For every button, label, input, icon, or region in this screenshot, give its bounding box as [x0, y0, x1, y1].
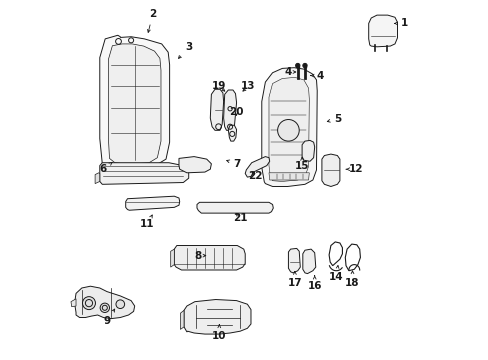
Text: 5: 5 [326, 114, 341, 124]
Text: 8: 8 [194, 251, 205, 261]
Polygon shape [268, 173, 309, 180]
Polygon shape [321, 154, 339, 186]
Text: 6: 6 [100, 162, 112, 174]
Polygon shape [228, 125, 236, 141]
Polygon shape [75, 286, 134, 319]
Polygon shape [100, 35, 169, 167]
Polygon shape [268, 77, 309, 181]
Text: 13: 13 [241, 81, 255, 91]
Polygon shape [180, 310, 183, 329]
Circle shape [302, 63, 306, 68]
Polygon shape [100, 163, 188, 184]
Polygon shape [174, 246, 244, 270]
Text: 11: 11 [140, 215, 154, 229]
Text: 4: 4 [310, 71, 323, 81]
Polygon shape [261, 68, 317, 186]
Polygon shape [71, 299, 76, 307]
Text: 15: 15 [294, 157, 309, 171]
Text: 10: 10 [212, 325, 226, 341]
Circle shape [295, 63, 299, 68]
Text: 17: 17 [287, 271, 302, 288]
Text: 3: 3 [178, 42, 192, 58]
Circle shape [116, 300, 124, 309]
Polygon shape [302, 140, 314, 161]
Text: 2: 2 [147, 9, 156, 32]
Circle shape [82, 297, 95, 310]
Polygon shape [125, 196, 179, 210]
Text: 20: 20 [229, 107, 244, 117]
Text: 22: 22 [247, 171, 262, 181]
Polygon shape [95, 173, 100, 184]
Text: 1: 1 [394, 18, 407, 28]
Circle shape [277, 120, 299, 141]
Text: 16: 16 [307, 276, 321, 291]
Polygon shape [368, 15, 397, 47]
Polygon shape [223, 90, 236, 130]
Text: 4: 4 [284, 67, 295, 77]
Polygon shape [302, 249, 315, 274]
Text: 19: 19 [212, 81, 226, 91]
Polygon shape [183, 300, 250, 334]
Polygon shape [108, 44, 161, 164]
Polygon shape [210, 89, 223, 130]
Text: 7: 7 [226, 159, 241, 169]
Polygon shape [244, 157, 269, 177]
Polygon shape [197, 202, 273, 213]
Text: 21: 21 [232, 213, 247, 223]
Text: 14: 14 [328, 266, 343, 282]
Polygon shape [288, 248, 300, 273]
Circle shape [100, 303, 109, 312]
Text: 12: 12 [346, 164, 363, 174]
Text: 9: 9 [103, 309, 115, 326]
Text: 18: 18 [345, 271, 359, 288]
Polygon shape [170, 249, 174, 267]
Polygon shape [179, 157, 211, 173]
